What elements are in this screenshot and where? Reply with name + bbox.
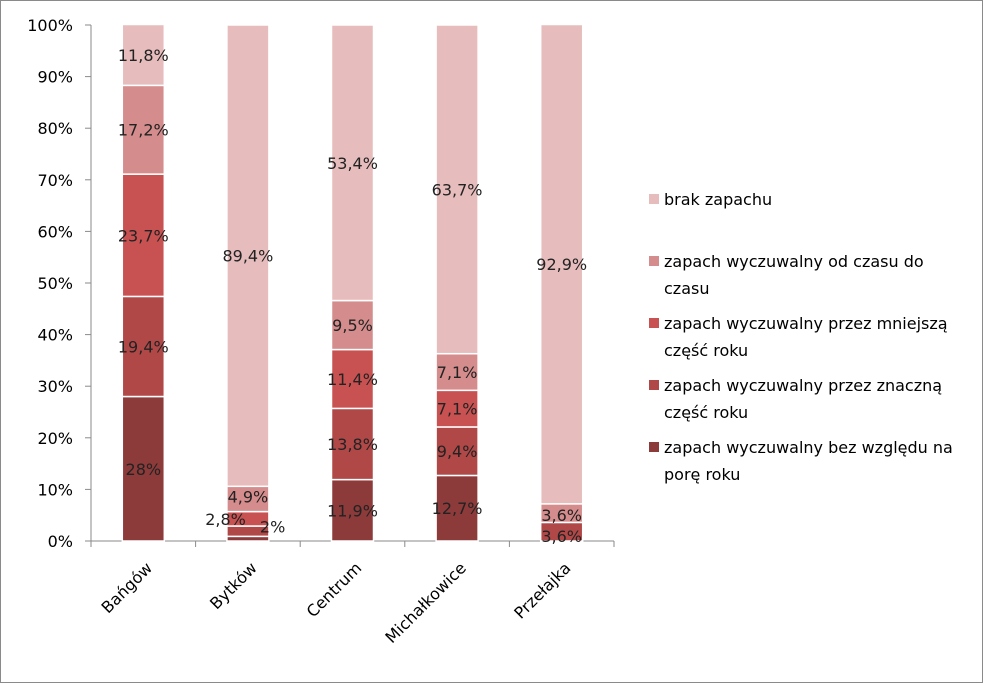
bar-segment bbox=[121, 173, 166, 298]
data-label: 7,1% bbox=[437, 363, 478, 382]
bar-segment bbox=[121, 295, 166, 398]
y-tick-label: 80% bbox=[37, 119, 73, 138]
legend-swatch bbox=[649, 256, 659, 266]
bar-segment bbox=[330, 478, 375, 542]
legend-label: zapach wyczuwalny od czasu do bbox=[664, 252, 924, 271]
bar-segment bbox=[435, 426, 479, 477]
data-label: 19,4% bbox=[118, 337, 169, 356]
bar-segment bbox=[226, 485, 270, 513]
bar-segment bbox=[121, 84, 166, 175]
legend-label: czasu bbox=[664, 279, 709, 298]
bars bbox=[121, 23, 584, 542]
y-tick-label: 90% bbox=[37, 68, 73, 87]
y-tick-label: 30% bbox=[37, 377, 73, 396]
category-label: Centrum bbox=[303, 558, 366, 621]
y-tick-label: 40% bbox=[37, 326, 73, 345]
data-label: 63,7% bbox=[432, 180, 483, 199]
category-label: Michałkowice bbox=[381, 558, 470, 647]
data-label: 13,8% bbox=[327, 435, 378, 454]
legend-label: brak zapachu bbox=[664, 190, 772, 209]
bar-segment bbox=[330, 407, 375, 481]
legend-swatch bbox=[649, 442, 659, 452]
legend-label: zapach wyczuwalny przez znaczną bbox=[664, 376, 942, 395]
data-label: 12,7% bbox=[432, 499, 483, 518]
legend-label: część roku bbox=[664, 403, 748, 422]
data-label: 17,2% bbox=[118, 121, 169, 140]
y-tick-label: 60% bbox=[37, 222, 73, 241]
bar-segment bbox=[330, 24, 375, 302]
y-tick-label: 70% bbox=[37, 171, 73, 190]
data-label: 9,4% bbox=[437, 442, 478, 461]
bar-segment bbox=[226, 24, 270, 488]
data-label: 11,8% bbox=[118, 46, 169, 65]
data-label: 23,7% bbox=[118, 226, 169, 245]
legend-swatch bbox=[649, 318, 659, 328]
bar-segment bbox=[435, 24, 479, 355]
bar-segment bbox=[539, 23, 584, 505]
y-tick-label: 0% bbox=[48, 532, 73, 551]
legend-label: część roku bbox=[664, 341, 748, 360]
legend: brak zapachu zapach wyczuwalny od czasu d… bbox=[649, 190, 953, 484]
legend-label: porę roku bbox=[664, 465, 740, 484]
data-labels: 28% 19,4% 23,7% 17,2% 11,8% 2% 2,8% 4,9% 89,4% 11… bbox=[118, 46, 587, 546]
legend-label: zapach wyczuwalny przez mniejszą bbox=[664, 314, 948, 333]
data-label: 28% bbox=[126, 460, 162, 479]
legend-label: zapach wyczuwalny bez względu na bbox=[664, 438, 953, 457]
category-label: Bytków bbox=[206, 558, 261, 613]
data-label: 92,9% bbox=[536, 255, 587, 274]
data-label: 2,8% bbox=[205, 510, 246, 529]
data-label: 3,6% bbox=[541, 506, 582, 525]
data-label: 7,1% bbox=[437, 400, 478, 419]
axes: 0% 10% 20% 30% 40% 50% 60% 70% 80% 90% 100% Bańgów B… bbox=[27, 16, 615, 647]
data-label: 53,4% bbox=[327, 154, 378, 173]
legend-swatch bbox=[649, 194, 659, 204]
data-label: 9,5% bbox=[332, 316, 373, 335]
category-label: Bańgów bbox=[97, 558, 156, 617]
category-label: Przełajka bbox=[510, 558, 574, 622]
data-label: 11,4% bbox=[327, 370, 378, 389]
data-label: 11,9% bbox=[327, 501, 378, 520]
bar-segment bbox=[121, 23, 166, 87]
data-label: 2% bbox=[260, 517, 285, 536]
bar-segment bbox=[435, 352, 479, 392]
y-tick-label: 20% bbox=[37, 429, 73, 448]
y-tick-label: 50% bbox=[37, 274, 73, 293]
data-label: 4,9% bbox=[228, 487, 269, 506]
y-tick-label: 10% bbox=[37, 480, 73, 499]
legend-swatch bbox=[649, 380, 659, 390]
bar-segment bbox=[435, 474, 479, 542]
y-tick-label: 100% bbox=[27, 16, 73, 35]
data-label: 3,6% bbox=[541, 527, 582, 546]
data-label: 89,4% bbox=[222, 247, 273, 266]
